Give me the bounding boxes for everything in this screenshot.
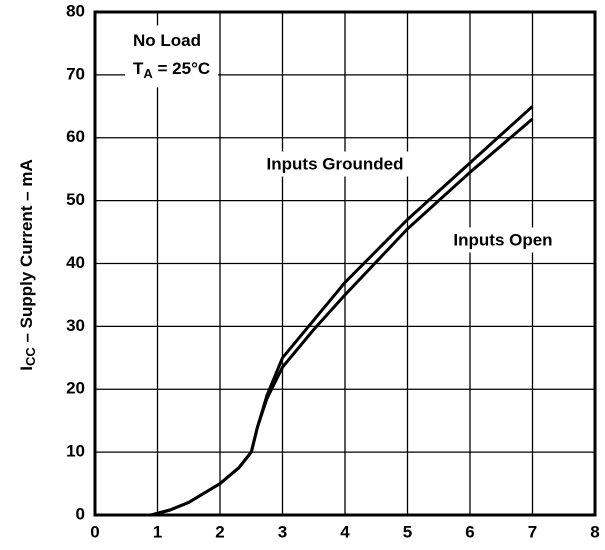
annotation-sub: A: [143, 66, 153, 81]
line: [150, 117, 534, 517]
annotation-main: No Load: [133, 31, 201, 50]
y-tick-label: 40: [66, 253, 85, 272]
y-tick-label: 70: [66, 64, 85, 83]
x-tick-label: 3: [278, 522, 287, 541]
label-background: [260, 151, 410, 177]
annotation: TA = 25°C: [133, 59, 210, 81]
label-background: [447, 227, 559, 253]
y-tick-label: 10: [66, 442, 85, 461]
y-axis-label: ICC – Supply Current – mA: [17, 159, 38, 371]
annotation-main: T: [133, 59, 144, 78]
y-label-main: I: [17, 366, 36, 371]
y-tick-label: 60: [66, 127, 85, 146]
y-tick-label: 50: [66, 190, 85, 209]
y-tick-label: 30: [66, 316, 85, 335]
y-tick-label: 0: [76, 504, 85, 523]
plot-frame: [93, 10, 597, 517]
annotation-rest: = 25°C: [153, 59, 210, 78]
y-tick-label: 20: [66, 379, 85, 398]
y-label-rest: – Supply Current – mA: [17, 159, 36, 347]
x-tick-label: 0: [90, 522, 99, 541]
x-tick-label: 2: [215, 522, 224, 541]
annotation: No Load: [133, 31, 201, 50]
x-tick-label: 4: [340, 522, 350, 541]
x-tick-label: 7: [528, 522, 537, 541]
x-tick-label: 1: [153, 522, 162, 541]
y-label-sub: CC: [23, 347, 38, 366]
x-tick-label: 6: [465, 522, 474, 541]
series-label: Inputs Grounded: [267, 154, 404, 173]
label-background: [125, 25, 219, 88]
x-tick-label: 5: [403, 522, 412, 541]
x-tick-label: 8: [590, 522, 599, 541]
series-label: Inputs Open: [453, 230, 552, 249]
y-tick-label: 80: [66, 1, 85, 20]
